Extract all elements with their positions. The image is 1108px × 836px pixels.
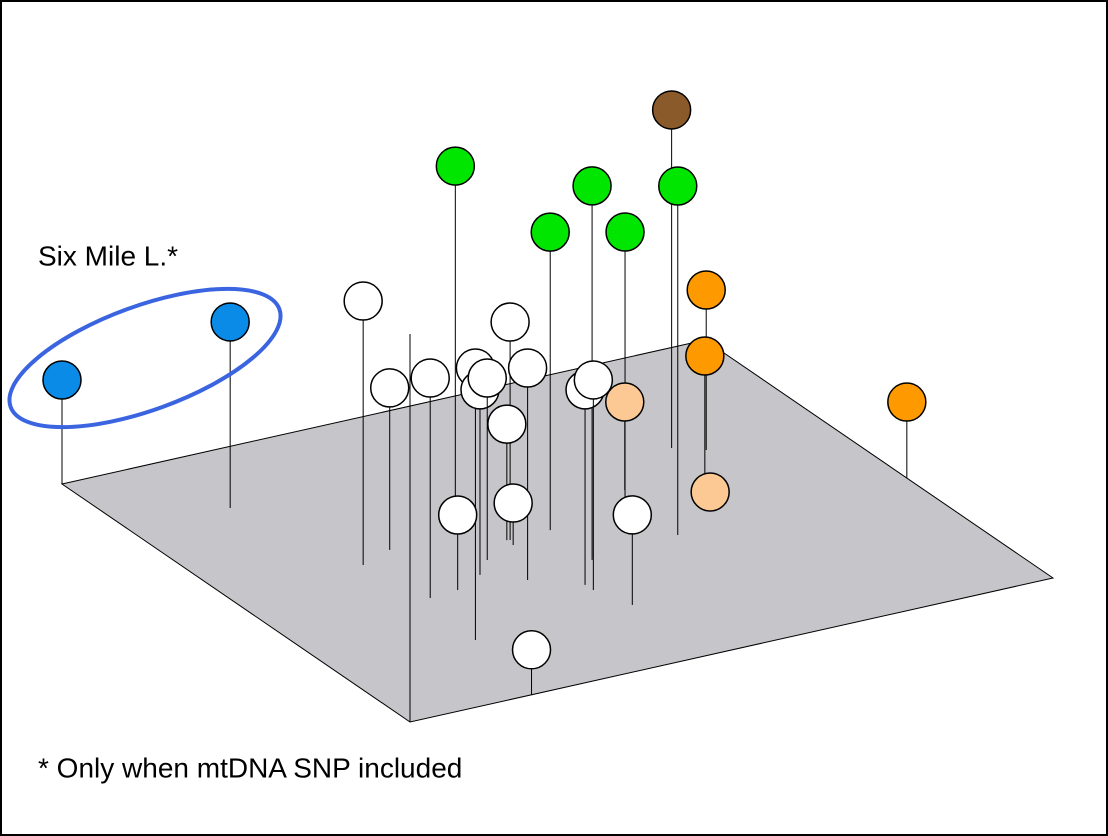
highlight-ellipse — [7, 286, 283, 430]
point — [685, 336, 725, 376]
point — [210, 302, 250, 342]
point — [507, 348, 548, 388]
point — [690, 472, 730, 512]
point — [887, 382, 927, 422]
point — [572, 166, 612, 206]
plot — [42, 90, 1055, 723]
point — [467, 358, 507, 398]
point — [437, 495, 478, 535]
point — [651, 90, 692, 130]
point — [493, 483, 533, 523]
point — [686, 270, 726, 310]
point — [490, 302, 530, 342]
point — [605, 212, 645, 252]
point — [435, 146, 476, 186]
point — [511, 630, 552, 670]
point — [343, 281, 383, 321]
point — [487, 404, 527, 444]
footnote: * Only when mtDNA SNP included — [38, 752, 462, 783]
point — [612, 495, 653, 535]
point — [410, 358, 450, 398]
point — [369, 368, 410, 408]
point — [573, 360, 614, 400]
point — [42, 360, 82, 400]
point — [605, 382, 645, 422]
point — [658, 166, 698, 206]
point — [530, 212, 570, 252]
annotation: Six Mile L.* — [38, 240, 178, 271]
